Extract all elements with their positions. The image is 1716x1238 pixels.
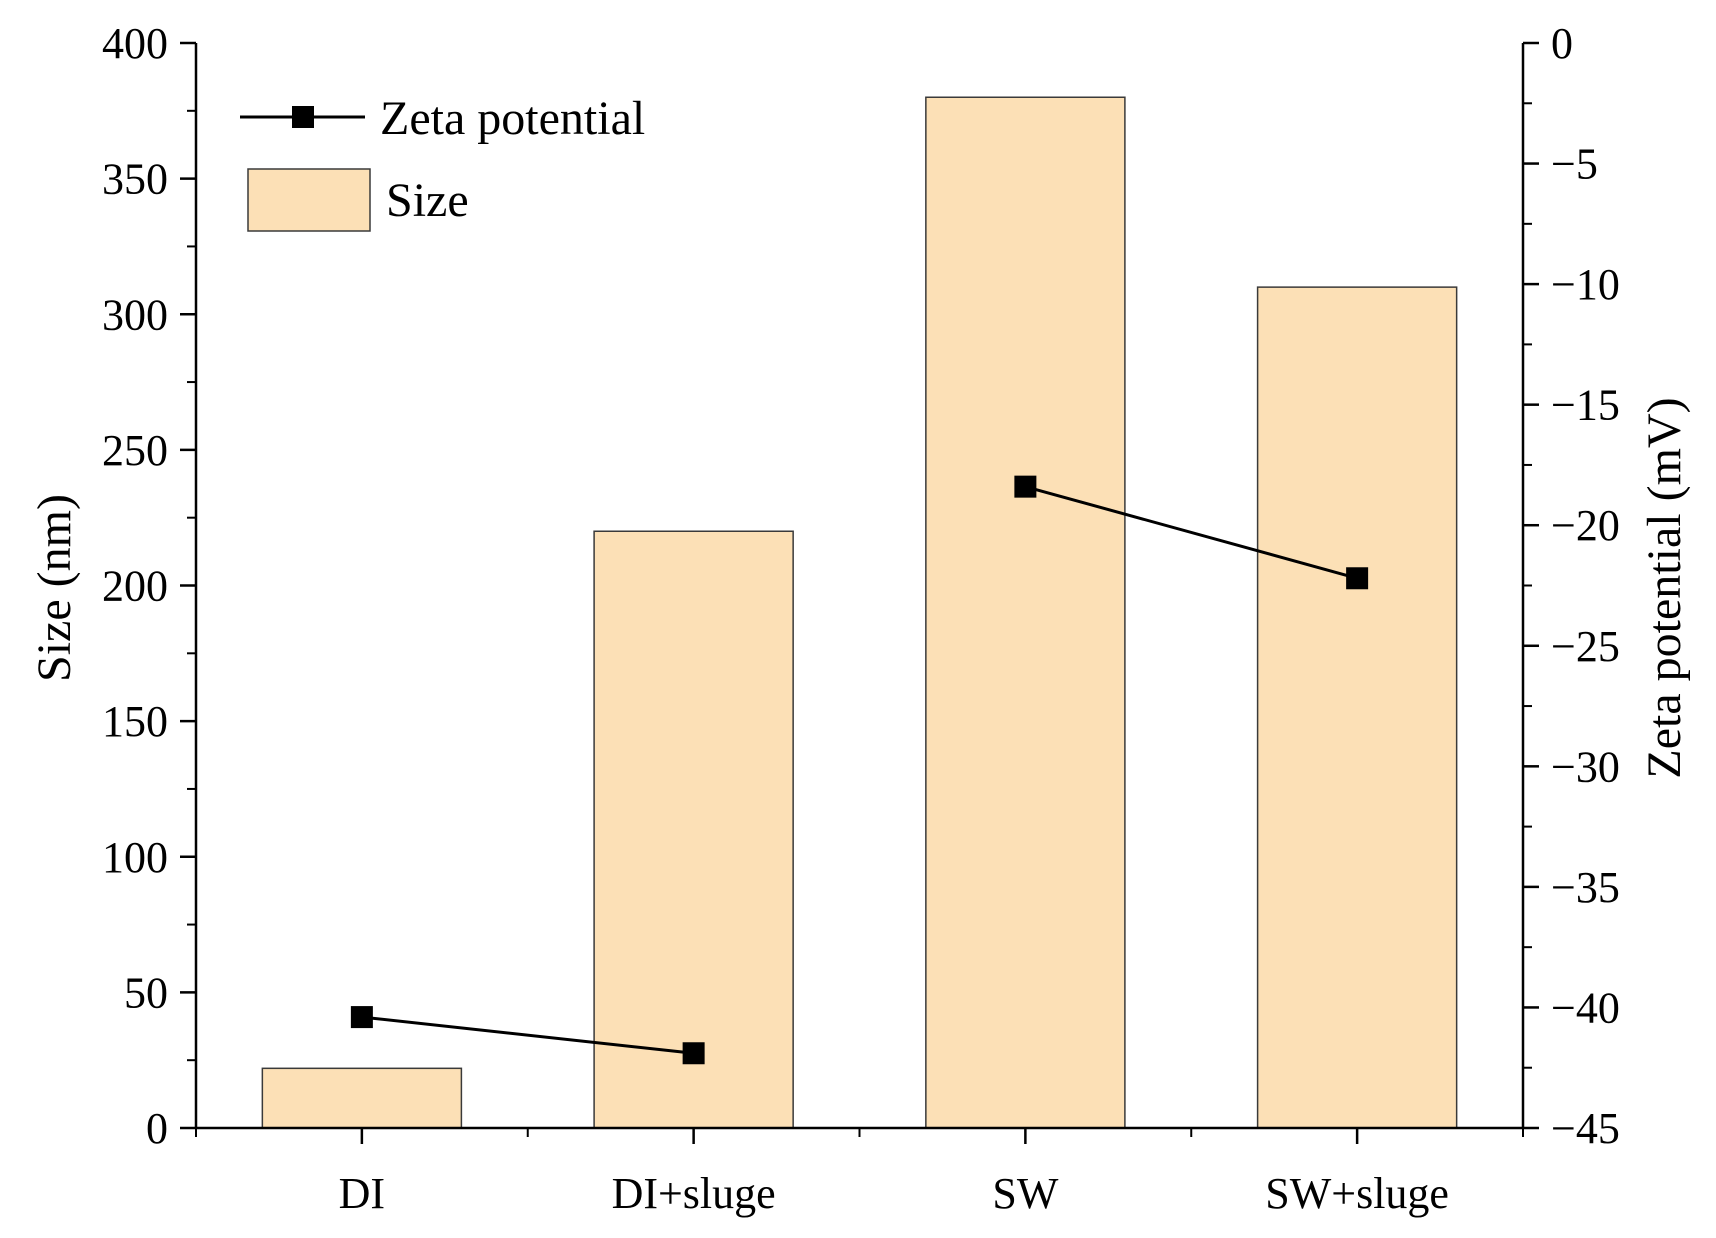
- x-tick-label: DI+sluge: [612, 1169, 776, 1218]
- x-tick-label: SW+sluge: [1265, 1169, 1449, 1218]
- y2-tick-label: 0: [1551, 19, 1573, 68]
- y-tick-label: 100: [102, 833, 168, 882]
- legend: Zeta potential Size: [240, 92, 645, 232]
- zeta-point-di-sluge: [682, 1042, 705, 1065]
- y2-tick-label: −5: [1551, 140, 1598, 189]
- y2-axis-title: Zeta potential (mV): [1638, 397, 1691, 778]
- x-tick-label: DI: [339, 1169, 385, 1218]
- y-tick-label: 150: [102, 697, 168, 746]
- y2-tick-label: −25: [1551, 622, 1620, 671]
- y2-tick-label: −20: [1551, 501, 1620, 550]
- y-tick-label: 300: [102, 290, 168, 339]
- y-tick-label: 400: [102, 19, 168, 68]
- y2-tick-label: −40: [1551, 983, 1620, 1032]
- size-bar-sw-sluge: [1256, 286, 1458, 1129]
- legend-zeta-label: Zeta potential: [380, 92, 645, 145]
- zeta-point-sw: [1014, 475, 1037, 498]
- y-axis-title: Size (nm): [28, 494, 81, 682]
- y-tick-label: 200: [102, 562, 168, 611]
- y2-tick-label: −15: [1551, 381, 1620, 430]
- zeta-point-sw-sluge: [1346, 567, 1369, 590]
- axes: 0 50 100 150 200 250 300 350 400 0 −5 −10 −15 −20 −25 −…: [102, 19, 1620, 1218]
- zeta-point-di: [350, 1006, 373, 1029]
- size-bar-di-sluge: [593, 530, 794, 1129]
- y-tick-label: 50: [124, 968, 168, 1017]
- y-tick-label: 250: [102, 426, 168, 475]
- zeta-series: [350, 475, 1369, 1065]
- y-tick-label: 350: [102, 155, 168, 204]
- legend-size-swatch: [247, 168, 371, 232]
- size-bar-sw: [925, 96, 1126, 1129]
- y2-tick-label: −10: [1551, 260, 1620, 309]
- y2-tick-label: −35: [1551, 863, 1620, 912]
- legend-zeta-marker: [292, 106, 314, 128]
- y2-tick-label: −45: [1551, 1104, 1620, 1153]
- y-tick-label: 0: [146, 1104, 168, 1153]
- size-bars: [261, 96, 1458, 1129]
- y2-tick-label: −30: [1551, 742, 1620, 791]
- x-tick-label: SW: [992, 1169, 1058, 1218]
- zeta-line-segment-2: [1024, 485, 1358, 580]
- size-bar-di: [261, 1067, 463, 1129]
- legend-size-label: Size: [386, 174, 469, 227]
- zeta-line-segment-1: [361, 1015, 694, 1055]
